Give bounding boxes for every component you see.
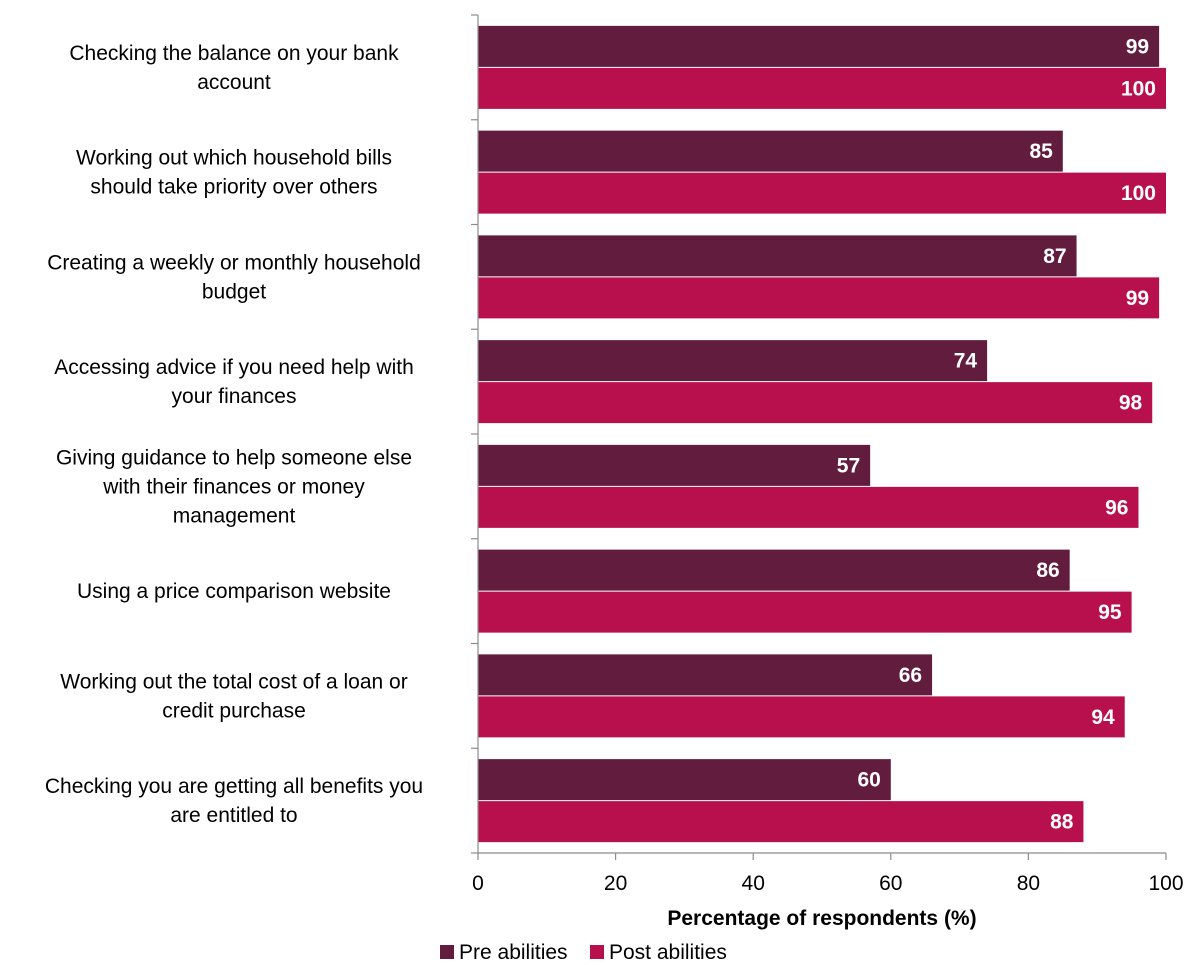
- data-label-pre-4: 57: [837, 454, 860, 477]
- category-label-line: your finances: [172, 385, 297, 408]
- category-label-line: are entitled to: [170, 804, 297, 827]
- data-label-post-0: 100: [1121, 77, 1156, 100]
- data-label-post-2: 99: [1126, 287, 1149, 310]
- category-label-6: Working out the total cost of a loan or c…: [60, 670, 407, 722]
- category-label-line: Creating a weekly or monthly household: [47, 251, 421, 274]
- x-tick-label-0: 0: [472, 872, 484, 895]
- x-tick-label-100: 100: [1148, 872, 1183, 895]
- bar-pre-6: [478, 654, 933, 696]
- plot-area: 99 100 Checking the balance on your bank ac…: [45, 14, 1184, 895]
- x-tick-label-80: 80: [1017, 872, 1040, 895]
- category-label-line: Checking you are getting all benefits yo…: [45, 775, 423, 798]
- data-label-pre-2: 87: [1043, 245, 1066, 268]
- data-label-post-1: 100: [1121, 182, 1156, 205]
- bar-post-4: [478, 486, 1139, 528]
- category-label-line: with their finances or money: [102, 475, 365, 498]
- bar-post-2: [478, 277, 1160, 319]
- category-label-line: credit purchase: [162, 699, 306, 722]
- category-label-line: budget: [202, 280, 266, 303]
- data-label-post-5: 95: [1098, 601, 1122, 624]
- data-label-post-4: 96: [1105, 496, 1128, 519]
- x-tick-label-40: 40: [742, 872, 765, 895]
- x-axis-title: Percentage of respondents (%): [667, 907, 976, 930]
- x-tick-label-20: 20: [604, 872, 627, 895]
- data-label-pre-1: 85: [1029, 140, 1053, 163]
- category-label-3: Accessing advice if you need help with yo…: [54, 356, 414, 408]
- bar-pre-0: [478, 25, 1160, 67]
- category-label-line: management: [173, 504, 296, 527]
- bar-post-1: [478, 172, 1166, 214]
- category-label-line: should take priority over others: [90, 176, 377, 199]
- category-label-line: account: [197, 71, 271, 94]
- data-label-post-7: 88: [1050, 811, 1074, 834]
- data-label-pre-5: 86: [1036, 559, 1059, 582]
- bar-pre-5: [478, 549, 1070, 591]
- category-label-2: Creating a weekly or monthly household bu…: [47, 251, 421, 303]
- category-label-line: Using a price comparison website: [77, 580, 391, 603]
- legend-swatch-post: [590, 945, 604, 959]
- bar-post-0: [478, 67, 1166, 109]
- data-label-pre-6: 66: [899, 664, 922, 687]
- bar-pre-1: [478, 130, 1063, 172]
- legend-label-post: Post abilities: [609, 941, 727, 964]
- data-label-pre-7: 60: [857, 769, 880, 792]
- category-label-line: Accessing advice if you need help with: [54, 356, 414, 379]
- data-label-pre-3: 74: [954, 350, 978, 373]
- category-label-line: Checking the balance on your bank: [69, 42, 399, 65]
- legend-swatch-pre: [440, 945, 454, 959]
- category-label-line: Giving guidance to help someone else: [56, 446, 412, 469]
- category-label-4: Giving guidance to help someone else with…: [56, 446, 412, 527]
- bar-post-3: [478, 382, 1153, 424]
- bar-pre-4: [478, 444, 871, 486]
- category-label-7: Checking you are getting all benefits yo…: [45, 775, 423, 827]
- data-label-post-3: 98: [1119, 392, 1143, 415]
- bar-post-5: [478, 591, 1132, 633]
- bar-pre-2: [478, 235, 1077, 277]
- category-label-5: Using a price comparison website: [77, 580, 391, 603]
- category-label-line: Working out the total cost of a loan or: [60, 670, 407, 693]
- bar-post-6: [478, 696, 1125, 738]
- bar-post-7: [478, 801, 1084, 843]
- data-label-pre-0: 99: [1126, 35, 1149, 58]
- category-label-0: Checking the balance on your bank account: [69, 42, 399, 94]
- bar-pre-7: [478, 759, 891, 801]
- category-label-line: Working out which household bills: [76, 147, 392, 170]
- x-tick-label-60: 60: [879, 872, 902, 895]
- legend: Pre abilities Post abilities: [440, 941, 727, 964]
- bar-pre-3: [478, 340, 988, 382]
- data-label-post-6: 94: [1091, 706, 1115, 729]
- legend-label-pre: Pre abilities: [459, 941, 568, 964]
- category-label-1: Working out which household bills should …: [76, 147, 392, 199]
